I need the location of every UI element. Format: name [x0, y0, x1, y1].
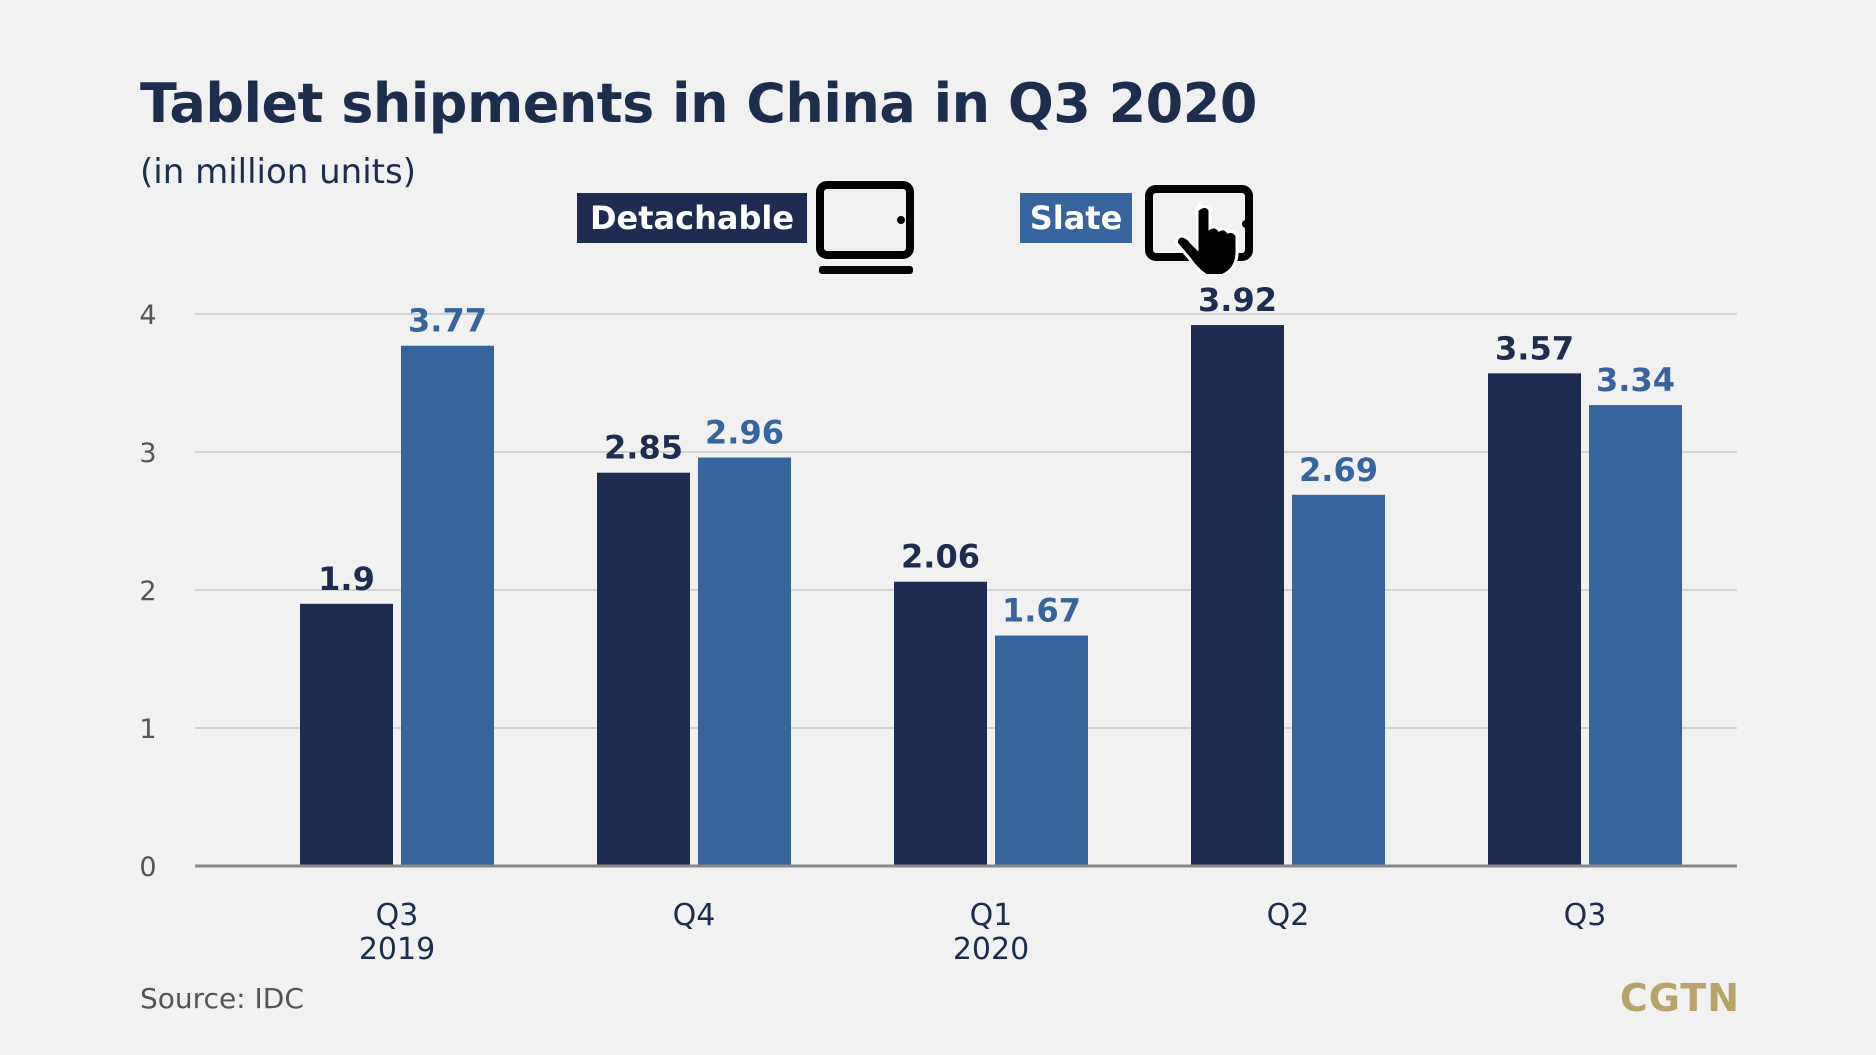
x-tick-label: Q3 — [1564, 898, 1607, 933]
bar-detachable — [300, 603, 393, 866]
bar-value-label: 3.77 — [408, 302, 487, 340]
y-tick-label: 0 — [139, 852, 156, 883]
chart-title: Tablet shipments in China in Q3 2020 — [140, 72, 1257, 135]
tablet-icon — [816, 181, 914, 274]
chart-subtitle: (in million units) — [140, 152, 416, 192]
bar-detachable — [597, 472, 690, 866]
value-labels: 1.9 3.77 2.85 2.96 2.06 1.67 3.92 2.69 3.57 3.34 — [318, 281, 1675, 629]
bars — [300, 325, 1682, 866]
bar-value-label: 3.34 — [1596, 361, 1675, 399]
bar-slate — [1292, 494, 1385, 866]
legend-item-detachable: Detachable — [577, 193, 807, 243]
bar-value-label: 1.67 — [1002, 592, 1081, 630]
source-note: Source: IDC — [140, 982, 304, 1015]
bar-slate — [698, 457, 791, 866]
bar-slate — [995, 635, 1088, 866]
x-tick-year: 2019 — [359, 932, 435, 960]
bar-detachable — [894, 581, 987, 866]
x-tick-label: Q4 — [673, 898, 716, 933]
bar-value-label: 2.69 — [1299, 451, 1378, 489]
bar-value-label: 2.06 — [901, 538, 980, 576]
y-tick-label: 3 — [139, 438, 156, 469]
y-tick-label: 4 — [139, 300, 156, 331]
bar-value-label: 3.57 — [1495, 329, 1574, 367]
bar-slate — [401, 345, 494, 866]
x-tick-year: 2020 — [953, 932, 1029, 960]
bar-value-label: 3.92 — [1198, 281, 1277, 319]
y-tick-label: 2 — [139, 576, 156, 607]
legend-item-slate: Slate — [1020, 193, 1132, 243]
x-tick-label: Q1 — [970, 898, 1013, 933]
bar-value-label: 2.96 — [705, 414, 784, 452]
bar-detachable — [1488, 373, 1581, 866]
x-tick-label: Q3 — [376, 898, 419, 933]
tablet-touch-icon — [1145, 185, 1253, 274]
bar-chart: 1.93.772.85 2.962.061.673.922.693.573.34 … — [139, 281, 1737, 960]
x-tick-label: Q2 — [1267, 898, 1310, 933]
bar-detachable — [1191, 325, 1284, 866]
brand-logo: CGTN — [1619, 976, 1740, 1020]
bar-value-label: 2.85 — [604, 429, 683, 467]
bar-value-label: 1.9 — [318, 560, 375, 598]
bar-slate — [1589, 405, 1682, 866]
y-tick-label: 1 — [139, 714, 156, 745]
